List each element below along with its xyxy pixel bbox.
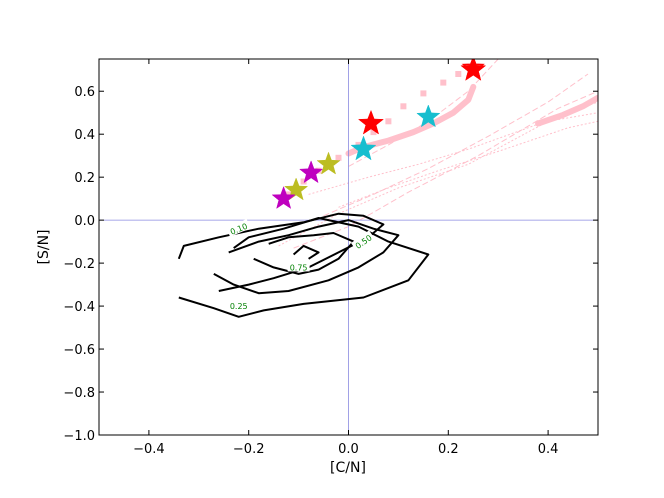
model-thin-line (338, 120, 598, 208)
model-thick-line (535, 94, 598, 127)
y-tick-label: −1.0 (63, 429, 95, 444)
y-axis-ticks: −1.0 −0.8 −0.6 −0.4 −0.2 0.0 0.2 0.4 0.6 (63, 85, 598, 444)
model-marker (385, 118, 392, 125)
model-marker (420, 90, 427, 97)
model-marker (370, 129, 377, 136)
x-tick-label: 0.2 (438, 442, 459, 457)
star-marker (271, 185, 296, 209)
model-marker (400, 103, 407, 110)
contour-line (178, 217, 430, 318)
x-tick-label: 0.0 (338, 442, 359, 457)
contour-label: 0.25 (230, 302, 248, 311)
contour-label-background (227, 300, 250, 311)
star-marker (284, 177, 309, 201)
y-tick-label: 0.4 (74, 128, 95, 143)
model-thin-line (293, 90, 598, 249)
star-marker (357, 109, 384, 135)
x-tick-label: 0.4 (538, 442, 559, 457)
contour-label-background (287, 261, 310, 272)
y-axis-label: [S/N] (36, 230, 52, 265)
model-thin-line (323, 73, 589, 217)
model-marker (300, 178, 307, 185)
x-axis-ticks: −0.4 −0.2 0.0 0.2 0.4 (133, 59, 558, 457)
y-tick-label: 0.2 (74, 171, 95, 186)
x-tick-label: −0.2 (233, 442, 265, 457)
contour-label-background (226, 219, 251, 237)
contour-line (292, 244, 320, 260)
star-marker (460, 59, 487, 81)
y-tick-label: −0.6 (63, 343, 95, 358)
star-marker (316, 151, 341, 175)
contour-label-background (351, 230, 375, 252)
model-marker (440, 79, 447, 86)
x-tick-label: −0.4 (133, 442, 165, 457)
y-tick-label: −0.4 (63, 300, 95, 315)
y-tick-label: −0.8 (63, 386, 95, 401)
y-tick-label: 0.6 (74, 85, 95, 100)
contour-label: 0.75 (290, 263, 308, 272)
contour-line (253, 232, 355, 275)
contour-line (177, 212, 385, 292)
y-tick-label: 0.0 (74, 214, 95, 229)
contour-line (213, 219, 400, 295)
model-marker (285, 191, 292, 198)
star-marker (461, 59, 485, 78)
model-marker (455, 71, 462, 77)
model-thin-line (278, 112, 598, 247)
star-marker (350, 135, 377, 161)
star-marker (416, 104, 441, 128)
model-marker (335, 154, 342, 161)
x-axis-label: [C/N] (330, 460, 366, 476)
y-tick-label: −0.2 (63, 257, 95, 272)
contour-label: 0.10 (229, 222, 249, 237)
star-marker (299, 160, 324, 184)
plot-layer: 0.100.250.500.75 (99, 59, 598, 435)
